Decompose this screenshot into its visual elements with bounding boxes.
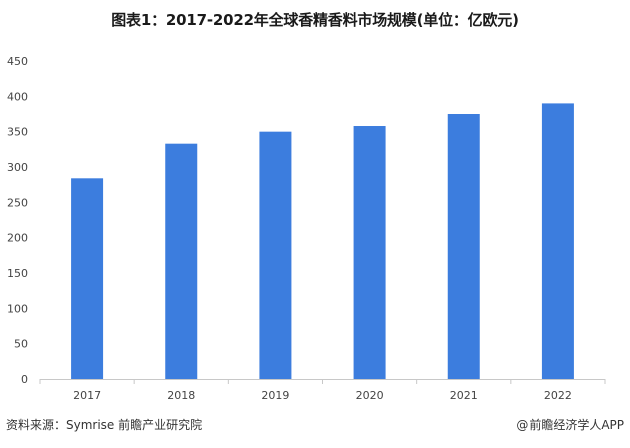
bar-2022	[541, 103, 574, 380]
y-tick-label: 50	[14, 338, 28, 351]
bar-2018	[165, 143, 198, 379]
source-note: 资料来源：Symrise 前瞻产业研究院	[6, 418, 203, 432]
y-tick-label: 450	[7, 55, 28, 68]
x-tick-label: 2021	[450, 389, 478, 402]
y-axis: 0 50 100 150 200 250 300 350 400 450	[7, 55, 28, 386]
x-axis: 2017 2018 2019 2020 2021 2022	[39, 379, 606, 402]
brand-name: 前瞻经济学人APP	[529, 418, 624, 432]
y-tick-label: 350	[7, 126, 28, 139]
bar-2020	[353, 126, 386, 379]
x-tick-label: 2019	[261, 389, 289, 402]
bars	[71, 103, 574, 380]
bar-2017	[71, 178, 104, 379]
at-icon: @	[516, 418, 529, 432]
y-tick-label: 100	[7, 302, 28, 315]
brand-credit: @前瞻经济学人APP	[516, 416, 624, 433]
y-tick-label: 300	[7, 161, 28, 174]
bar-2021	[447, 114, 480, 379]
y-tick-label: 250	[7, 196, 28, 209]
x-tick-label: 2017	[73, 389, 101, 402]
x-tick-label: 2018	[167, 389, 195, 402]
x-tick-label: 2022	[544, 389, 572, 402]
y-tick-label: 400	[7, 90, 28, 103]
bar-2019	[259, 131, 292, 379]
y-tick-label: 0	[21, 373, 28, 386]
y-tick-label: 150	[7, 267, 28, 280]
chart-title: 图表1：2017-2022年全球香精香料市场规模(单位：亿欧元)	[111, 11, 519, 29]
x-tick-label: 2020	[356, 389, 384, 402]
y-tick-label: 200	[7, 232, 28, 245]
